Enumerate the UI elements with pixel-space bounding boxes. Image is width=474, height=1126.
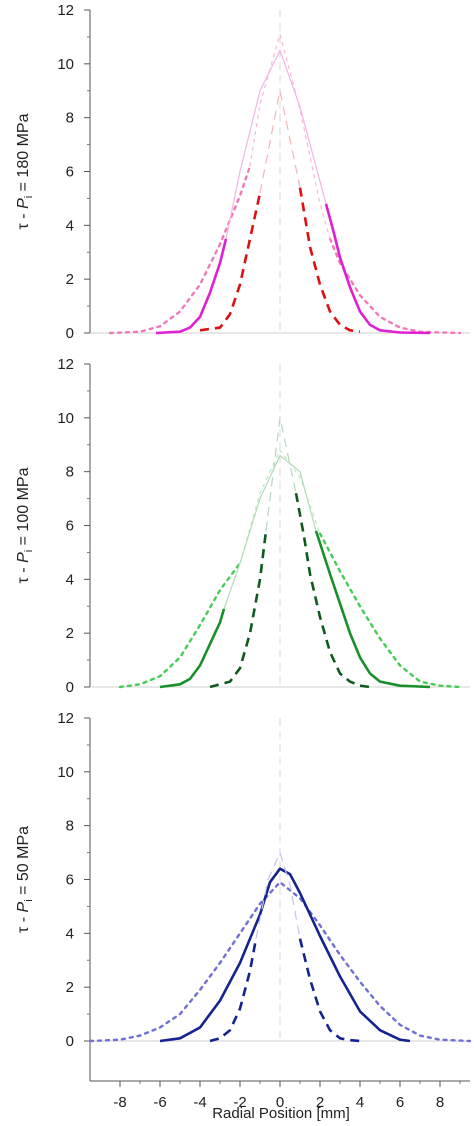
series-line-solid (159, 867, 411, 1043)
series-line-dotted (118, 562, 242, 689)
y-tick-label: 0 (66, 679, 74, 696)
y-axis-label: τ - Pi = 50 MPa (15, 826, 35, 933)
y-tick-label: 6 (66, 518, 74, 535)
series-line-dashed (265, 417, 297, 531)
y-tick-label: 8 (66, 110, 74, 127)
x-tick-label: 6 (396, 1094, 404, 1111)
x-tick-label: 0 (276, 1094, 284, 1111)
x-tick-label: -8 (113, 1094, 126, 1111)
y-tick-label: 0 (66, 1033, 74, 1050)
y-axis-label: τ - Pi = 180 MPa (15, 113, 35, 229)
series-line-dashed (209, 530, 268, 689)
y-tick-label: 6 (66, 872, 74, 889)
y-tick-label: 4 (66, 571, 74, 588)
panel-100: 0 2 4 6 8 10 12 τ - Pi = 100 MPa (15, 356, 470, 696)
series-line-dotted (88, 881, 472, 1043)
series-line-dashed (255, 851, 301, 939)
series-line-solid (225, 49, 327, 239)
series-line-solid (324, 203, 431, 335)
x-tick-label: 2 (316, 1094, 324, 1111)
series-line-dashed (259, 90, 301, 194)
y-tick-label: 12 (57, 710, 74, 727)
y-tick-label: 10 (57, 56, 74, 73)
y-tick-label: 2 (66, 271, 74, 288)
x-tick-label: -4 (193, 1094, 206, 1111)
panel-50: 0 2 4 6 8 10 12 τ - Pi = 50 MPa -8 -6 -4 -2 0 2 4 6 8 (15, 710, 472, 1111)
y-axis-label: τ - Pi = 100 MPa (15, 467, 35, 583)
series-line-dashed (199, 192, 262, 332)
y-tick-label: 4 (66, 925, 74, 942)
x-tick-label: 8 (436, 1094, 444, 1111)
series-line-dashed (209, 938, 258, 1043)
y-tick-label: 10 (57, 764, 74, 781)
panel-180: 0 2 4 6 8 10 12 τ - Pi = 180 MPa (15, 2, 470, 342)
series-line-solid (159, 608, 226, 689)
series-line-dotted (239, 449, 321, 564)
y-tick-label: 4 (66, 217, 74, 234)
series-line-dashed (298, 187, 361, 333)
y-tick-label: 8 (66, 464, 74, 481)
y-tick-label: 12 (57, 356, 74, 373)
series-line-dotted (108, 164, 252, 335)
x-tick-label: 4 (356, 1094, 364, 1111)
x-axis-label: Radial Position [mm] (212, 1105, 350, 1122)
y-tick-label: 2 (66, 625, 74, 642)
y-tick-label: 10 (57, 410, 74, 427)
y-tick-label: 0 (66, 325, 74, 342)
y-tick-label: 8 (66, 818, 74, 835)
series-line-solid (155, 238, 228, 335)
series-line-solid (314, 530, 431, 689)
y-tick-label: 12 (57, 2, 74, 19)
series-line-dashed (298, 938, 361, 1043)
x-tick-label: -6 (153, 1094, 166, 1111)
x-tick-label: -2 (233, 1094, 246, 1111)
series-line-dotted (318, 532, 462, 689)
y-tick-label: 6 (66, 164, 74, 181)
y-tick-label: 2 (66, 979, 74, 996)
series-line-solid (223, 454, 317, 610)
